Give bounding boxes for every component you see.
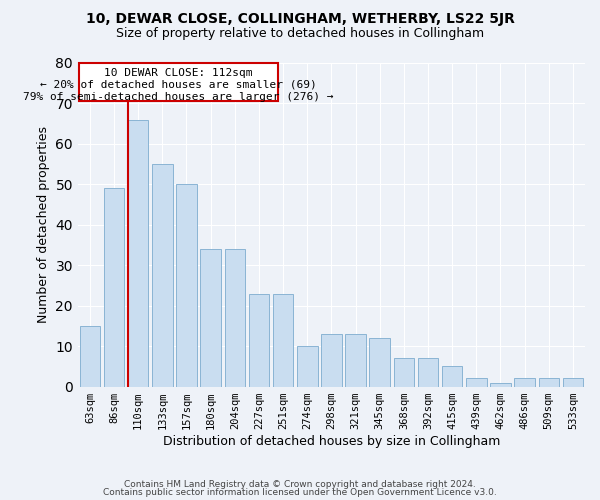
Text: Contains HM Land Registry data © Crown copyright and database right 2024.: Contains HM Land Registry data © Crown c… bbox=[124, 480, 476, 489]
Bar bbox=[273, 294, 293, 386]
Text: ← 20% of detached houses are smaller (69): ← 20% of detached houses are smaller (69… bbox=[40, 80, 317, 90]
Bar bbox=[490, 382, 511, 386]
Text: Size of property relative to detached houses in Collingham: Size of property relative to detached ho… bbox=[116, 28, 484, 40]
Bar bbox=[128, 120, 148, 386]
Bar bbox=[370, 338, 390, 386]
Bar bbox=[539, 378, 559, 386]
X-axis label: Distribution of detached houses by size in Collingham: Distribution of detached houses by size … bbox=[163, 434, 500, 448]
Bar bbox=[394, 358, 414, 386]
Bar bbox=[152, 164, 173, 386]
Text: Contains public sector information licensed under the Open Government Licence v3: Contains public sector information licen… bbox=[103, 488, 497, 497]
Bar bbox=[442, 366, 463, 386]
Bar bbox=[345, 334, 366, 386]
Bar bbox=[248, 294, 269, 386]
Bar bbox=[514, 378, 535, 386]
Text: 10 DEWAR CLOSE: 112sqm: 10 DEWAR CLOSE: 112sqm bbox=[104, 68, 253, 78]
Bar bbox=[80, 326, 100, 386]
Y-axis label: Number of detached properties: Number of detached properties bbox=[37, 126, 50, 324]
Bar bbox=[200, 249, 221, 386]
Text: 10, DEWAR CLOSE, COLLINGHAM, WETHERBY, LS22 5JR: 10, DEWAR CLOSE, COLLINGHAM, WETHERBY, L… bbox=[86, 12, 514, 26]
Bar bbox=[176, 184, 197, 386]
Bar bbox=[418, 358, 438, 386]
FancyBboxPatch shape bbox=[79, 63, 278, 102]
Bar bbox=[224, 249, 245, 386]
Bar bbox=[297, 346, 317, 387]
Bar bbox=[466, 378, 487, 386]
Bar bbox=[321, 334, 341, 386]
Bar bbox=[104, 188, 124, 386]
Text: 79% of semi-detached houses are larger (276) →: 79% of semi-detached houses are larger (… bbox=[23, 92, 334, 102]
Bar bbox=[563, 378, 583, 386]
